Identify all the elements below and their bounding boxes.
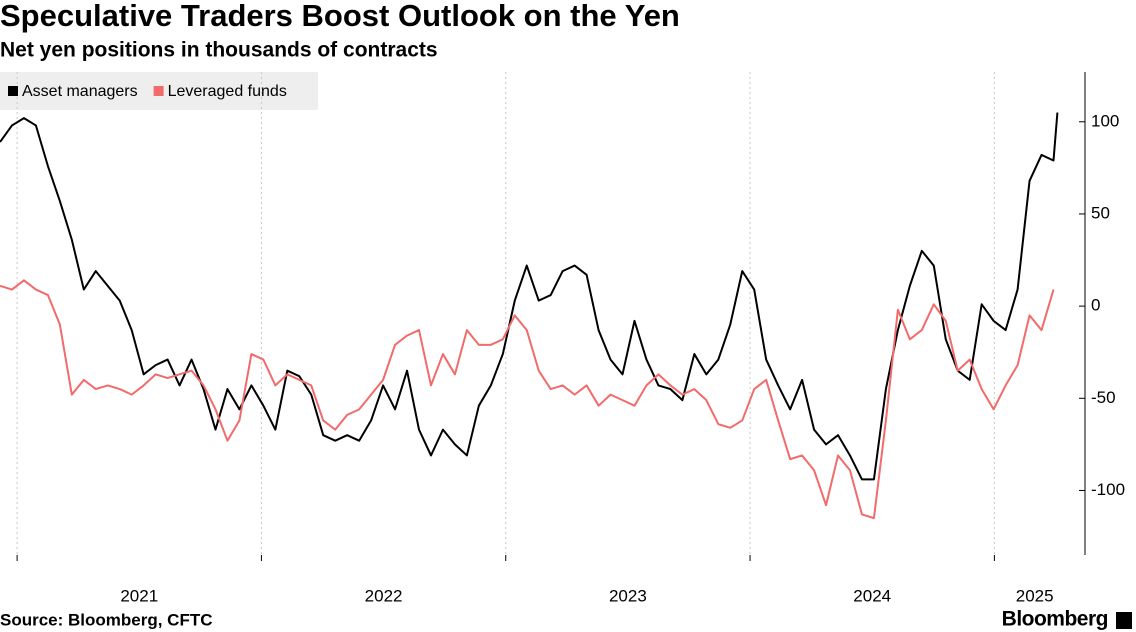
y-tick-label: 50 [1091, 203, 1110, 222]
legend-label: Leveraged funds [168, 83, 287, 100]
chart-subtitle: Net yen positions in thousands of contra… [0, 39, 438, 62]
y-tick-label: 100 [1091, 111, 1119, 130]
y-tick-label: 0 [1091, 296, 1100, 315]
source: Source: Bloomberg, CFTC [0, 610, 213, 629]
legend-swatch [8, 86, 18, 96]
y-tick-label: -50 [1091, 388, 1116, 407]
legend-swatch [153, 86, 164, 96]
x-tick-label: 2024 [853, 586, 891, 605]
brand-icon [1116, 612, 1132, 629]
x-tick-label: 2023 [609, 586, 647, 605]
brand: Bloomberg [1002, 608, 1108, 631]
x-tick-label: 2025 [1016, 586, 1054, 605]
chart-title: Speculative Traders Boost Outlook on the… [0, 0, 680, 33]
legend-label: Asset managers [22, 83, 138, 100]
x-tick-label: 2021 [120, 586, 158, 605]
series-line [0, 279, 1055, 520]
y-tick-label: -100 [1091, 480, 1125, 499]
x-tick-label: 2022 [365, 586, 403, 605]
series-line [0, 112, 1059, 481]
